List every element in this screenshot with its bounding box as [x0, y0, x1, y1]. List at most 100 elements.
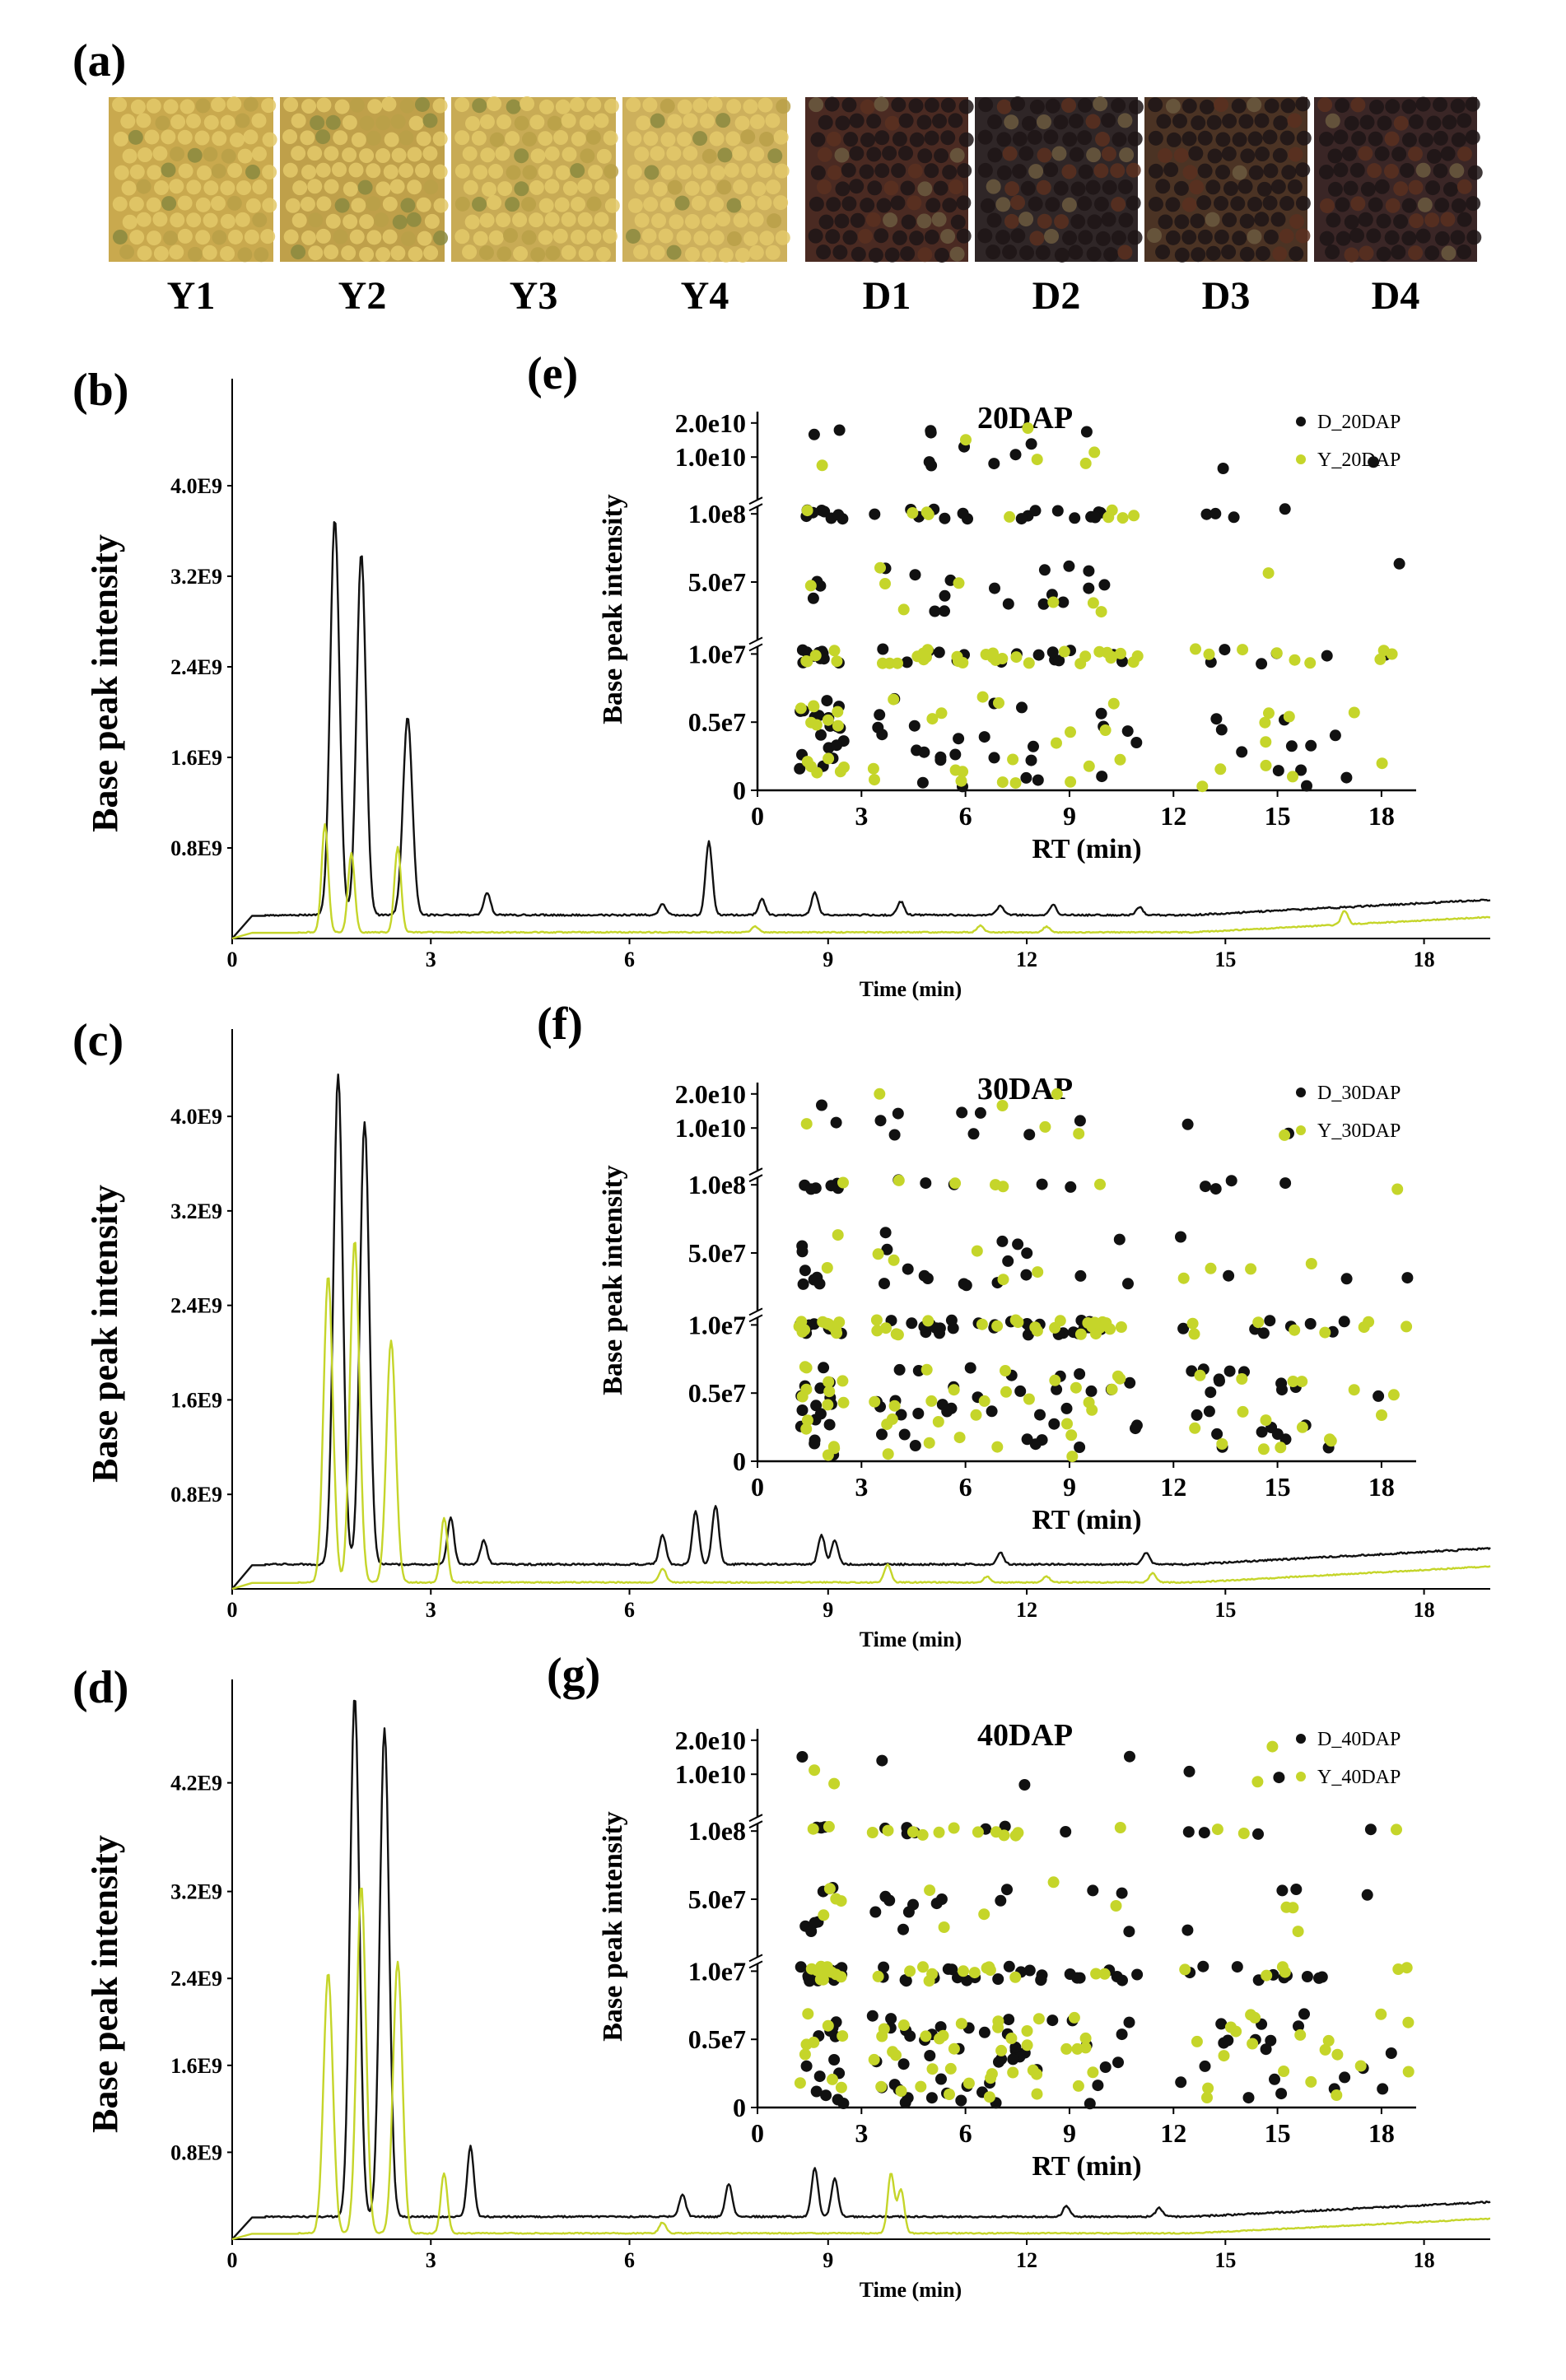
seed [1172, 113, 1187, 128]
seed [627, 198, 643, 213]
x-tick-label: 0 [227, 1598, 238, 1622]
scatter-point [879, 578, 891, 589]
scatter-point [1074, 1442, 1086, 1453]
seed [586, 97, 602, 113]
axis-break-mark [748, 1307, 763, 1316]
seed [506, 165, 521, 180]
seed [669, 214, 684, 230]
scatter-point [917, 1961, 929, 1973]
seed [860, 132, 875, 147]
seed [315, 228, 331, 244]
seed [602, 228, 618, 244]
seed [849, 113, 865, 128]
seed [497, 181, 513, 197]
seed [749, 114, 765, 129]
scatter-point [1209, 1183, 1222, 1195]
y-tick-label: 1.0e8 [688, 1816, 746, 1846]
seed [136, 212, 151, 227]
seed [1019, 245, 1035, 261]
scatter-point [1063, 560, 1075, 572]
seed [709, 131, 725, 147]
scatter-point [1271, 1428, 1284, 1440]
seed [375, 247, 391, 263]
scatter-point [908, 720, 920, 732]
seed [924, 130, 939, 146]
seed [765, 245, 781, 260]
x-tick-label: 18 [1414, 948, 1435, 971]
scatter-point [1014, 1385, 1027, 1397]
seed [1319, 198, 1335, 213]
scatter-point [978, 731, 990, 743]
y-tick-label: 1.0e10 [675, 1113, 746, 1143]
seed [1174, 214, 1190, 230]
seed [892, 131, 907, 147]
seed [529, 179, 544, 195]
scatter-f: 0 0.5e7 1.0e7 5.0e7 1.0e8 1.0e10 2.0e10 0 3 6 9 12 1… [598, 1072, 1416, 1535]
seed [666, 146, 682, 161]
scatter-point [810, 2085, 823, 2098]
seed [1415, 228, 1431, 244]
scatter-point [795, 1961, 807, 1973]
seed [1101, 212, 1116, 227]
y-tick-label: 5.0e7 [688, 1238, 746, 1268]
seed [709, 197, 725, 212]
seed [1181, 230, 1197, 245]
scatter-point [1131, 650, 1144, 662]
seed [366, 163, 381, 179]
seed [561, 245, 576, 260]
seed [751, 181, 767, 197]
scatter-point [1210, 713, 1223, 725]
scatter-point [797, 1278, 809, 1290]
seed [826, 131, 841, 147]
scatter-point [1074, 1328, 1087, 1340]
seed [479, 114, 495, 129]
seed [562, 147, 577, 162]
seed [849, 179, 865, 194]
scatter-point [828, 1777, 841, 1790]
seed [810, 165, 826, 180]
seed [245, 164, 260, 179]
seed [1255, 147, 1270, 162]
scatter-point [1116, 2028, 1128, 2041]
seed [454, 229, 470, 245]
scatter-point [1115, 647, 1126, 659]
seed-label: D1 [863, 274, 911, 318]
seed [382, 196, 398, 212]
seed [849, 146, 865, 161]
scatter-point [987, 647, 999, 659]
seed [641, 228, 657, 244]
seed [285, 198, 301, 213]
seed [1426, 148, 1442, 164]
scatter-point [909, 569, 921, 581]
seed [940, 229, 956, 245]
seed [650, 113, 665, 128]
scatter-point [1020, 1269, 1032, 1281]
seed [1415, 162, 1431, 178]
scatter-point [1331, 2048, 1344, 2061]
seed [1333, 129, 1349, 145]
seed [859, 164, 874, 179]
seed [120, 114, 136, 129]
seed [161, 162, 176, 178]
seed [1279, 196, 1295, 212]
scatter-point [1196, 780, 1209, 793]
seed [1078, 164, 1093, 179]
seed [1377, 115, 1392, 131]
seed [1393, 115, 1409, 131]
scatter-point [1269, 2073, 1280, 2085]
seed [1424, 245, 1440, 261]
seed [827, 165, 842, 180]
seed [759, 132, 775, 147]
seed [874, 228, 889, 244]
scatter-point [996, 1235, 1009, 1247]
seed [130, 99, 146, 114]
y-tick-label: 1.0e10 [675, 442, 746, 472]
seed [1270, 212, 1286, 227]
scatter-point [869, 1906, 882, 1918]
seed [161, 129, 176, 145]
scatter-point [823, 1820, 835, 1833]
seed [996, 165, 1012, 180]
scatter-point [893, 1363, 906, 1376]
legend-label: Y_20DAP [1317, 449, 1401, 471]
seed [677, 132, 692, 147]
